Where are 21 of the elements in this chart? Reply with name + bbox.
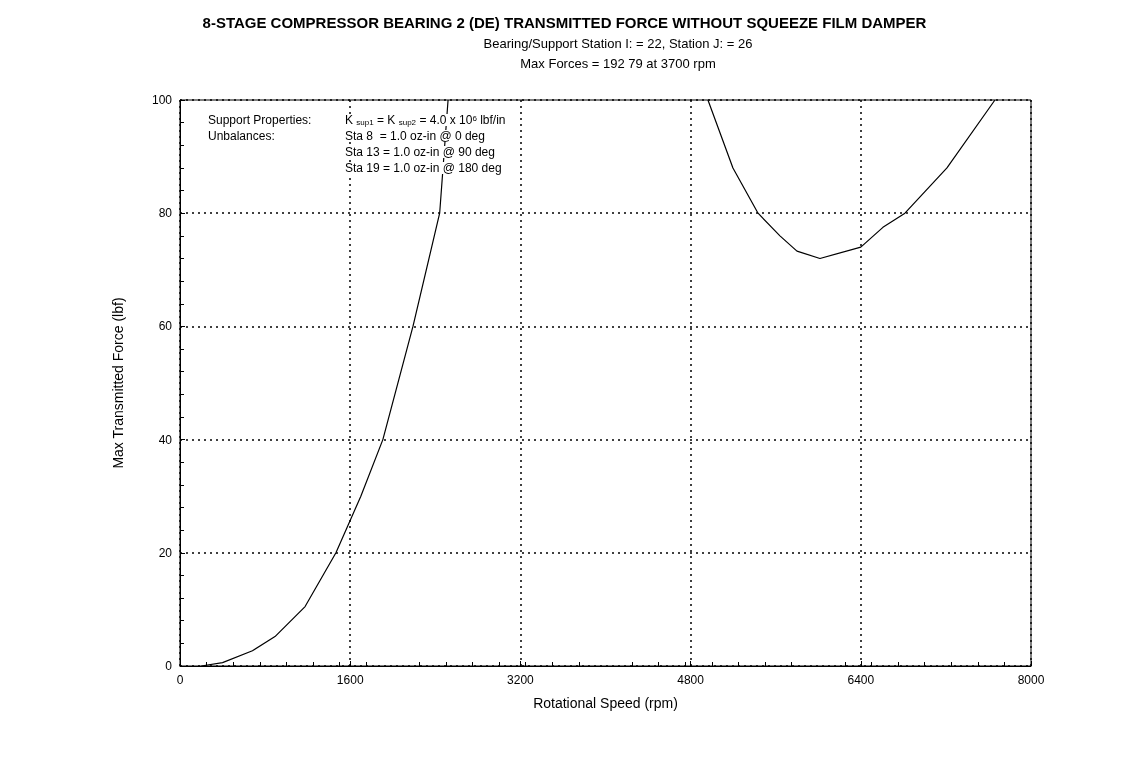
x-tick-label: 1600 — [336, 673, 364, 687]
x-tick-label: 0 — [176, 673, 184, 687]
x-tick-label: 3200 — [507, 673, 535, 687]
annotation: Support Properties: — [208, 113, 312, 127]
y-axis-title: Max Transmitted Force (lbf) — [110, 297, 126, 469]
y-tick-label: 100 — [151, 93, 173, 107]
y-tick-label: 0 — [165, 659, 173, 673]
y-tick-label: 60 — [158, 319, 173, 334]
x-tick-label: 8000 — [1017, 673, 1045, 687]
y-tick-label: 40 — [158, 432, 173, 447]
annotation: Sta 13 = 1.0 oz-in @ 90 deg — [345, 145, 495, 159]
annotation: Unbalances: — [208, 129, 275, 143]
x-axis-title: Rotational Speed (rpm) — [533, 695, 678, 711]
x-tick-label: 6400 — [847, 673, 875, 687]
annotation: Sta 8 = 1.0 oz-in @ 0 deg — [345, 129, 485, 143]
y-tick-label: 80 — [158, 206, 173, 221]
y-tick-label: 20 — [158, 545, 173, 560]
x-tick-label: 4800 — [677, 673, 705, 687]
chart-title: 8-STAGE COMPRESSOR BEARING 2 (DE) TRANSMITTED FORCE WITHOUT SQUEEZE FILM DAMPER — [202, 14, 927, 31]
annotation: Sta 19 = 1.0 oz-in @ 180 deg — [345, 161, 502, 175]
chart-subtitle: Bearing/Support Station I: = 22, Station J: = 26 Max Forces = 192 79 at 3700 rpm — [483, 36, 753, 71]
